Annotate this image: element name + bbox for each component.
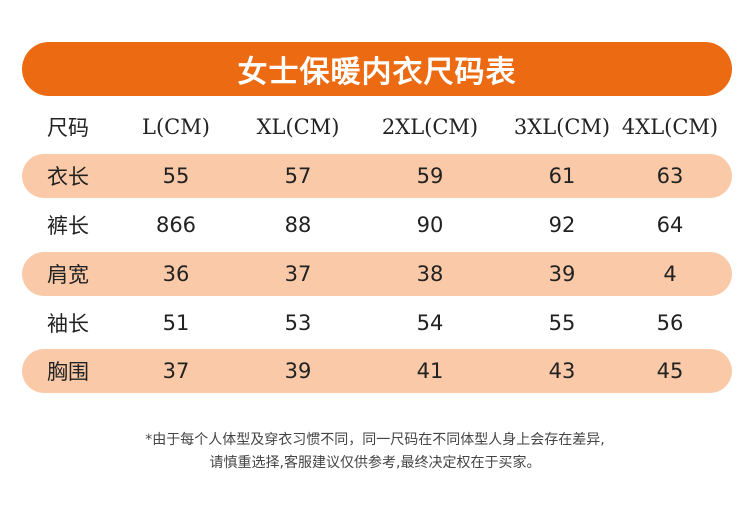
table-row-shoulder: 肩宽 36 37 38 39 4	[22, 252, 732, 296]
table-cell: 866	[155, 213, 197, 237]
table-cell: 63	[656, 164, 684, 188]
header-cell-size: 尺码	[47, 116, 89, 140]
table-cell: 43	[548, 359, 576, 383]
table-row-length: 衣长 55 57 59 61 63	[22, 154, 732, 198]
table-cell: 90	[416, 213, 444, 237]
table-cell: 39	[548, 262, 576, 286]
page-title: 女士保暖内衣尺码表	[237, 55, 517, 90]
row-label: 袖长	[47, 312, 89, 336]
table-cell: 45	[656, 359, 684, 383]
table-cell: 56	[656, 311, 684, 335]
header-cell-3xl: 3XL(CM)	[513, 115, 611, 139]
disclaimer-line-1: *由于每个人体型及穿衣习惯不同，同一尺码在不同体型人身上会存在差异,	[145, 432, 605, 448]
header-cell-xl: XL(CM)	[256, 115, 340, 139]
table-cell: 55	[548, 311, 576, 335]
table-cell: 51	[162, 311, 190, 335]
table-cell: 36	[162, 262, 190, 286]
row-label: 衣长	[47, 165, 89, 189]
table-cell: 37	[162, 359, 190, 383]
row-label: 裤长	[47, 214, 89, 238]
disclaimer-line-2: 请慎重选择,客服建议仅供参考,最终决定权在于买家。	[209, 455, 541, 471]
header-cell-2xl: 2XL(CM)	[381, 115, 479, 139]
row-label: 胸围	[47, 360, 89, 384]
title-banner: 女士保暖内衣尺码表	[22, 42, 732, 96]
table-row-chest: 胸围 37 39 41 43 45	[22, 349, 732, 393]
header-cell-4xl: 4XL(CM)	[621, 115, 719, 139]
table-cell: 55	[162, 164, 190, 188]
table-cell: 54	[416, 311, 444, 335]
table-cell: 4	[663, 262, 677, 286]
header-cell-l: L(CM)	[142, 115, 210, 139]
table-cell: 88	[284, 213, 312, 237]
table-cell: 57	[284, 164, 312, 188]
table-header-row: 尺码 L(CM) XL(CM) 2XL(CM) 3XL(CM) 4XL(CM)	[22, 105, 732, 149]
table-cell: 61	[548, 164, 576, 188]
row-label: 肩宽	[47, 263, 89, 287]
table-row-sleeve: 袖长 51 53 54 55 56	[22, 301, 732, 345]
table-cell: 59	[416, 164, 444, 188]
table-cell: 38	[416, 262, 444, 286]
table-cell: 41	[416, 359, 444, 383]
table-row-pants-length: 裤长 866 88 90 92 64	[22, 203, 732, 247]
table-cell: 92	[548, 213, 576, 237]
table-cell: 64	[656, 213, 684, 237]
table-cell: 37	[284, 262, 312, 286]
table-cell: 53	[284, 311, 312, 335]
table-cell: 39	[284, 359, 312, 383]
